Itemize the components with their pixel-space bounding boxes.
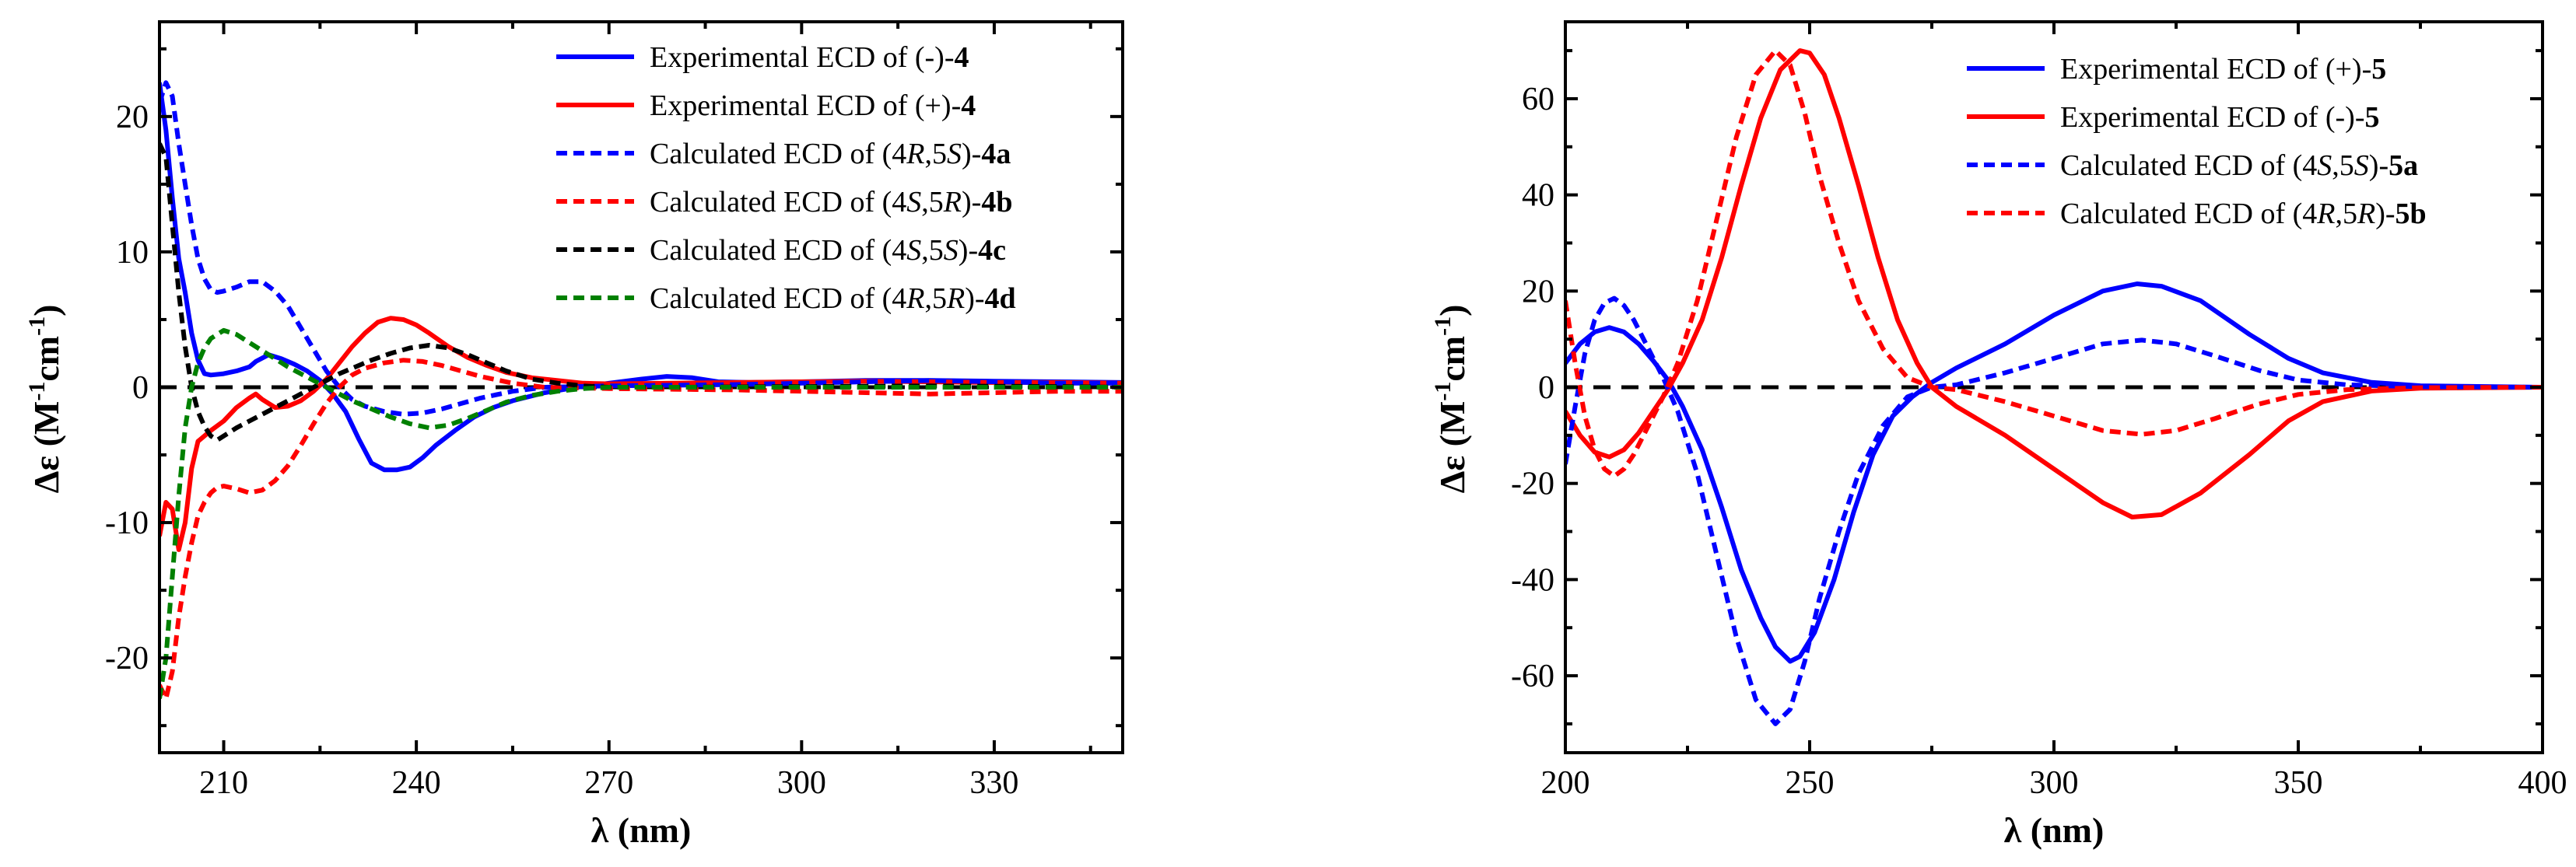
chart-panel-1: 210 240 270 300 330 -20 -10 0 10 20 λ (nm) Δε (M-1c… xyxy=(24,20,1124,850)
legend-label-1: Experimental ECD of (+)-5 xyxy=(2060,53,2386,86)
y-tick-label: -40 xyxy=(1511,562,1554,598)
y-tick-label: -10 xyxy=(105,505,149,541)
series-line-6 xyxy=(159,327,1123,699)
x-tick-label: 330 xyxy=(969,765,1018,801)
chart-panel-2: 200 250 300 350 400 -60 -40 -20 0 20 40 60 λ (nm) Δε … xyxy=(1430,20,2567,850)
legend-label-3: Calculated ECD of (4R,5S)-4a xyxy=(650,138,1011,170)
x-tick-label: 270 xyxy=(584,765,633,801)
y-tick-label: 10 xyxy=(116,235,149,271)
y-tick-label: 60 xyxy=(1522,82,1554,117)
y-tick-label: -20 xyxy=(105,641,149,676)
legend-label-4: Calculated ECD of (4S,5R)-4b xyxy=(650,186,1012,218)
y-tick-label: 20 xyxy=(1522,274,1554,309)
y-tick-label: -20 xyxy=(1511,467,1554,502)
x-axis-title: λ (nm) xyxy=(591,810,692,850)
series-line-4 xyxy=(1565,48,2543,479)
series-line-2 xyxy=(1565,48,2543,519)
x-tick-label: 400 xyxy=(2518,765,2567,801)
y-tick-label: -60 xyxy=(1511,659,1554,694)
series-line-1 xyxy=(1565,281,2543,664)
y-axis-title: Δε (M-1cm-1) xyxy=(24,305,66,494)
legend-label-5: Calculated ECD of (4S,5S)-4c xyxy=(650,234,1006,267)
x-tick-label: 300 xyxy=(777,765,826,801)
x-tick-label: 200 xyxy=(1541,765,1590,801)
series-line-3 xyxy=(1565,295,2543,726)
x-tick-label: 250 xyxy=(1786,765,1835,801)
x-axis-title: λ (nm) xyxy=(2004,810,2105,850)
legend-label-1: Experimental ECD of (-)-4 xyxy=(650,41,969,74)
series-line-1 xyxy=(159,82,1123,473)
legend-label-2: Experimental ECD of (+)-4 xyxy=(650,89,976,122)
y-tick-label: 0 xyxy=(132,370,149,406)
series-line-4 xyxy=(159,358,1123,701)
legend-label-3: Calculated ECD of (4S,5S)-5a xyxy=(2060,149,2418,182)
x-tick-label: 350 xyxy=(2274,765,2323,801)
legend-label-2: Experimental ECD of (-)-5 xyxy=(2060,101,2379,134)
x-tick-label: 210 xyxy=(199,765,248,801)
y-tick-label: 20 xyxy=(116,100,149,135)
y-axis-title: Δε (M-1cm-1) xyxy=(1430,305,1472,494)
legend-label-4: Calculated ECD of (4R,5R)-5b xyxy=(2060,198,2427,230)
series-line-2 xyxy=(159,316,1123,552)
y-tick-label: 40 xyxy=(1522,178,1554,214)
x-tick-label: 240 xyxy=(392,765,441,801)
y-tick-label: 0 xyxy=(1538,370,1554,406)
x-tick-label: 300 xyxy=(2030,765,2079,801)
legend-label-6: Calculated ECD of (4R,5R)-4d xyxy=(650,282,1016,315)
series-line-5 xyxy=(159,142,1123,442)
